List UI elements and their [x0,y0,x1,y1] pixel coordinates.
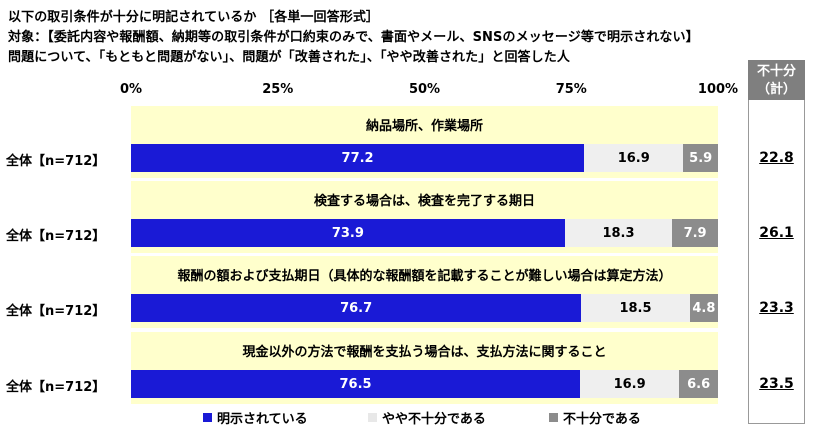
x-tick-label: 100% [697,82,739,97]
insufficient-total-subtitle: （計） [756,82,796,97]
row-label: 全体【n=712】 [6,154,106,169]
legend-label: 不十分である [563,412,641,427]
insufficient-total-header: 不十分 （計） [748,60,805,100]
legend-swatch [549,413,558,422]
insufficient-total-value: 26.1 [759,225,794,241]
legend-item-insufficient: 不十分である [549,408,641,427]
legend-item-somewhat: やや不十分である [368,408,486,427]
chart-title: 以下の取引条件が十分に明記されているか ［各単一回答形式］ [8,10,380,25]
bar-segment-clear: 73.9 [131,219,565,247]
category-label: 納品場所、作業場所 [365,119,483,134]
bar-segment-somewhat: 16.9 [580,370,680,398]
insufficient-total-panel [748,60,805,424]
target-description-cont: 問題について、「もともと問題がない」、問題が「改善された」、「やや改善された」と… [8,50,570,65]
category-label: 検査する場合は、検査を完了する期日 [313,194,535,209]
legend-label: やや不十分である [382,412,486,427]
bar-segment-somewhat: 18.3 [564,219,673,247]
category-label: 報酬の額および支払期日（具体的な報酬額を記載することが難しい場合は算定方法） [177,269,672,284]
x-tick-label: 50% [408,82,441,97]
row-label: 全体【n=712】 [6,380,106,395]
legend-item-clear: 明示されている [203,408,308,427]
insufficient-total-value: 23.5 [759,376,794,392]
bar-segment-insufficient: 6.6 [679,370,718,398]
legend-swatch [203,413,212,422]
bar-segment-insufficient: 5.9 [683,144,718,172]
x-tick-label: 75% [555,82,587,97]
insufficient-total-title: 不十分 [756,64,796,79]
x-tick-label: 25% [262,82,294,97]
bar-segment-insufficient: 7.9 [672,219,718,247]
insufficient-total-value: 22.8 [759,150,794,166]
x-tick-label: 0% [119,82,143,97]
bar-segment-clear: 76.5 [131,370,581,398]
row-label: 全体【n=712】 [6,229,106,244]
bar-segment-clear: 77.2 [131,144,585,172]
bar-segment-clear: 76.7 [131,294,582,322]
legend-swatch [368,413,377,422]
bar-segment-insufficient: 4.8 [689,294,718,322]
insufficient-total-value: 23.3 [759,300,794,316]
bar-segment-somewhat: 18.5 [581,294,690,322]
legend-label: 明示されている [217,412,308,427]
target-description: 対象：【委託内容や報酬額、納期等の取引条件が口約束のみで、書面やメール、SNSの… [8,30,699,45]
bar-segment-somewhat: 16.9 [584,144,684,172]
category-label: 現金以外の方法で報酬を支払う場合は、支払方法に関すること [242,345,607,360]
row-label: 全体【n=712】 [6,304,106,319]
